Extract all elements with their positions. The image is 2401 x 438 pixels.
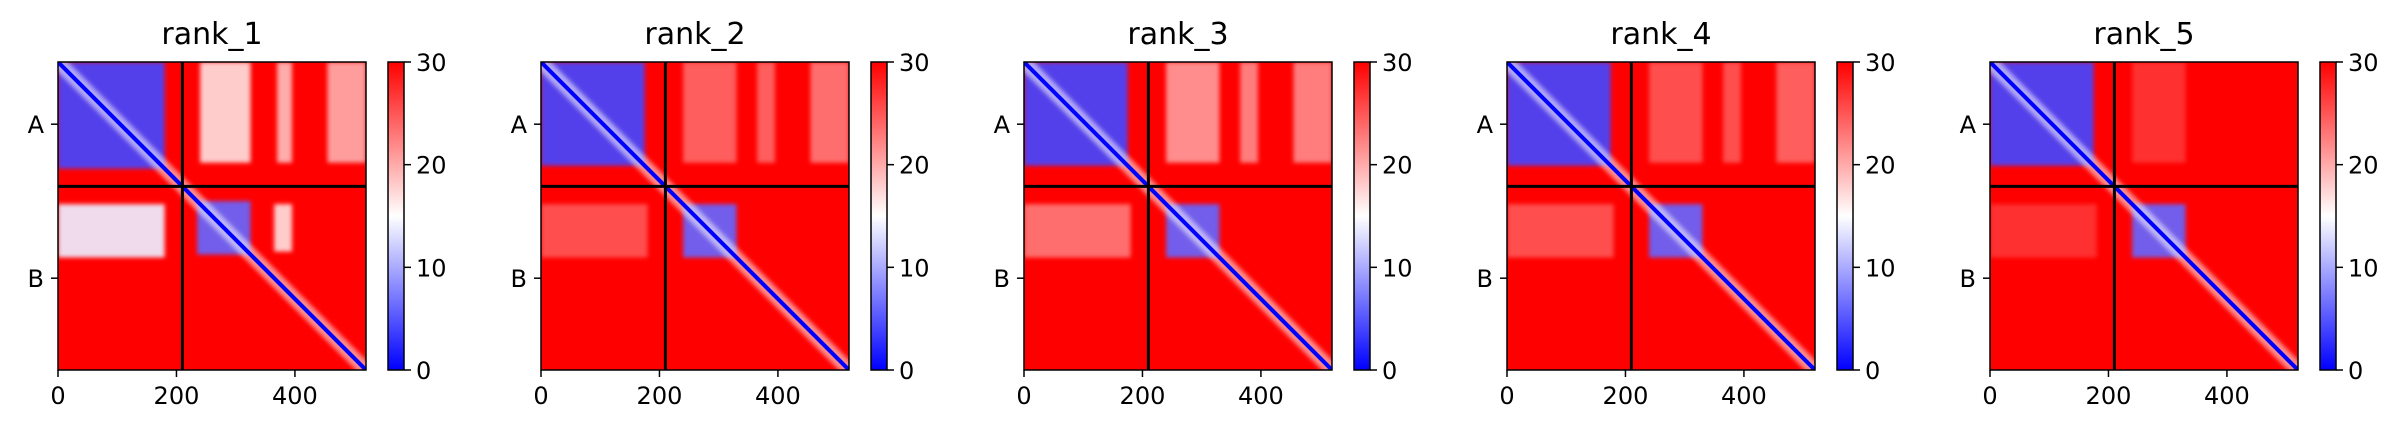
x-tick-label: 200 bbox=[1603, 382, 1649, 410]
x-tick-label: 400 bbox=[2204, 382, 2250, 410]
x-tick-label: 0 bbox=[1982, 382, 1997, 410]
x-tick-label: 400 bbox=[1721, 382, 1767, 410]
heatmap-block bbox=[1293, 62, 1332, 163]
heatmap-block bbox=[277, 62, 292, 163]
y-tick-label: A bbox=[511, 111, 528, 139]
panel-title: rank_4 bbox=[1610, 17, 1711, 52]
colorbar-tick-label: 30 bbox=[416, 49, 447, 77]
heatmap-panel-5: rank_5 0 200 400 A B 0 10 20 30 bbox=[1960, 17, 2379, 410]
colorbar bbox=[870, 61, 888, 371]
heatmap-block bbox=[58, 204, 165, 258]
heatmap-block bbox=[274, 204, 292, 252]
heatmap-area bbox=[1024, 62, 1332, 370]
y-tick-label: B bbox=[1960, 265, 1976, 293]
heatmap-panel-2: rank_2 0 200 400 A B 0 10 20 30 bbox=[511, 17, 930, 410]
heatmap-block bbox=[1166, 62, 1220, 163]
heatmap-block bbox=[200, 62, 251, 163]
y-tick-label: B bbox=[1477, 265, 1493, 293]
plot-frame bbox=[1989, 61, 2299, 371]
heatmap-panel-1: rank_1 0 200 400 A B 0 10 20 30 bbox=[28, 17, 447, 410]
x-tick-label: 200 bbox=[1120, 382, 1166, 410]
diagonal-line bbox=[58, 62, 366, 370]
colorbar-tick-label: 10 bbox=[1865, 254, 1896, 282]
panel-title: rank_1 bbox=[161, 17, 262, 52]
colorbar-tick-label: 0 bbox=[1382, 357, 1397, 385]
colorbar-tick-label: 10 bbox=[416, 254, 447, 282]
heatmap-panel-3: rank_3 0 200 400 A B 0 10 20 30 bbox=[994, 17, 1413, 410]
heatmap-area bbox=[58, 62, 366, 370]
heatmap-block bbox=[1024, 204, 1131, 258]
colorbar-tick-label: 30 bbox=[1382, 49, 1413, 77]
y-tick-label: A bbox=[1477, 111, 1494, 139]
heatmap-block bbox=[2132, 62, 2186, 163]
heatmap-area bbox=[541, 62, 849, 370]
heatmap-block bbox=[1240, 62, 1258, 163]
plot-frame bbox=[1506, 61, 1816, 371]
panel-title: rank_5 bbox=[2093, 17, 2194, 52]
y-tick-label: A bbox=[1960, 111, 1977, 139]
heatmap-block bbox=[541, 204, 648, 258]
colorbar-tick-label: 30 bbox=[899, 49, 930, 77]
y-tick-label: B bbox=[28, 265, 44, 293]
colorbar-tick-label: 10 bbox=[1382, 254, 1413, 282]
heatmap-block bbox=[683, 62, 737, 163]
x-tick-label: 400 bbox=[1238, 382, 1284, 410]
heatmap-block bbox=[1776, 62, 1815, 163]
colorbar-tick-label: 20 bbox=[1382, 152, 1413, 180]
panel-title: rank_3 bbox=[1127, 17, 1228, 52]
heatmap-block bbox=[327, 62, 366, 163]
heatmap-area bbox=[1990, 62, 2298, 370]
x-tick-label: 0 bbox=[1499, 382, 1514, 410]
diagonal-line bbox=[1507, 62, 1815, 370]
heatmap-block bbox=[1649, 62, 1703, 163]
colorbar-tick-label: 10 bbox=[899, 254, 930, 282]
heatmap-block bbox=[1507, 204, 1614, 258]
x-tick-label: 0 bbox=[50, 382, 65, 410]
diagonal-line bbox=[541, 62, 849, 370]
x-tick-label: 200 bbox=[637, 382, 683, 410]
y-tick-label: B bbox=[994, 265, 1010, 293]
plot-frame bbox=[57, 61, 367, 371]
y-tick-label: A bbox=[994, 111, 1011, 139]
colorbar-tick-label: 20 bbox=[1865, 152, 1896, 180]
colorbar-tick-label: 0 bbox=[899, 357, 914, 385]
x-tick-label: 200 bbox=[154, 382, 200, 410]
heatmap-block bbox=[757, 62, 775, 163]
heatmap-block bbox=[1990, 204, 2097, 258]
panel-title: rank_2 bbox=[644, 17, 745, 52]
heatmap-block bbox=[810, 62, 849, 163]
colorbar-tick-label: 30 bbox=[1865, 49, 1896, 77]
heatmap-panel-4: rank_4 0 200 400 A B 0 10 20 30 bbox=[1477, 17, 1896, 410]
colorbar-tick-label: 20 bbox=[2348, 152, 2379, 180]
colorbar bbox=[2319, 61, 2337, 371]
colorbar-tick-label: 20 bbox=[416, 152, 447, 180]
plot-frame bbox=[1023, 61, 1333, 371]
colorbar-tick-label: 0 bbox=[416, 357, 431, 385]
y-tick-label: A bbox=[28, 111, 45, 139]
colorbar bbox=[387, 61, 405, 371]
x-tick-label: 0 bbox=[533, 382, 548, 410]
colorbar bbox=[1353, 61, 1371, 371]
x-tick-label: 400 bbox=[272, 382, 318, 410]
diagonal-line bbox=[1990, 62, 2298, 370]
colorbar-tick-label: 10 bbox=[2348, 254, 2379, 282]
y-tick-label: B bbox=[511, 265, 527, 293]
colorbar-tick-label: 20 bbox=[899, 152, 930, 180]
colorbar-tick-label: 0 bbox=[2348, 357, 2363, 385]
colorbar-tick-label: 0 bbox=[1865, 357, 1880, 385]
heatmap-area bbox=[1507, 62, 1815, 370]
colorbar bbox=[1836, 61, 1854, 371]
x-tick-label: 400 bbox=[755, 382, 801, 410]
colorbar-tick-label: 30 bbox=[2348, 49, 2379, 77]
plot-frame bbox=[540, 61, 850, 371]
x-tick-label: 0 bbox=[1016, 382, 1031, 410]
x-tick-label: 200 bbox=[2086, 382, 2132, 410]
heatmap-block bbox=[1723, 62, 1741, 163]
diagonal-line bbox=[1024, 62, 1332, 370]
